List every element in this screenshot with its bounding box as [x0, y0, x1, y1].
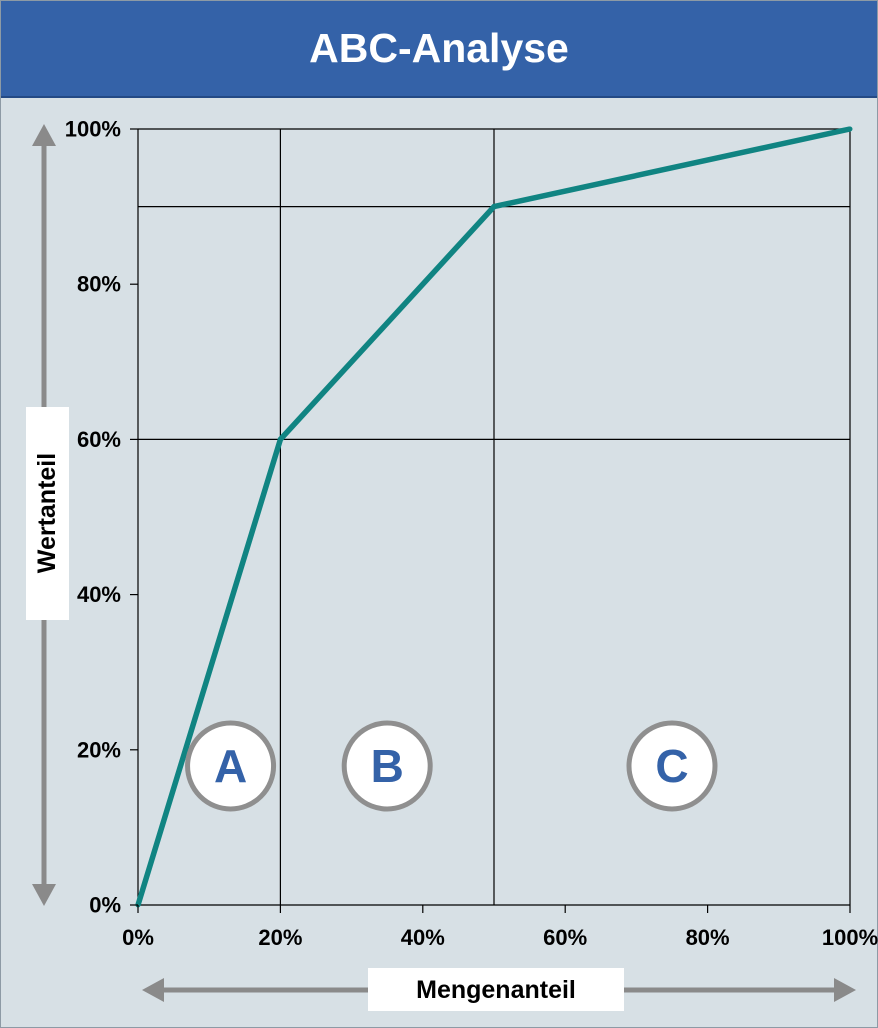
- x-tick-label: 80%: [686, 925, 730, 950]
- y-tick-label: 80%: [77, 272, 121, 297]
- y-axis-arrow-up-icon: [32, 124, 56, 146]
- y-tick-label: 0%: [89, 893, 121, 918]
- y-tick-label: 40%: [77, 582, 121, 607]
- y-tick-label: 20%: [77, 737, 121, 762]
- zone-b-marker: B: [341, 720, 433, 812]
- x-axis-title: Mengenanteil: [416, 976, 576, 1004]
- x-axis-title-box: [368, 968, 624, 1011]
- zone-circle: [341, 720, 433, 812]
- zone-a-marker: A: [185, 720, 277, 812]
- x-tick-label: 100%: [822, 925, 878, 950]
- y-tick-label: 60%: [77, 427, 121, 452]
- y-axis-title: Wertanteil: [33, 453, 61, 573]
- x-tick-label: 60%: [543, 925, 587, 950]
- data-point: [491, 204, 497, 210]
- x-tick-label: 0%: [122, 925, 154, 950]
- cumulative-value-line: [135, 126, 851, 906]
- x-axis-arrow-right-icon: [834, 978, 856, 1002]
- zone-label: A: [214, 740, 247, 792]
- y-tick-label: 100%: [65, 117, 121, 142]
- y-axis-arrow-down-icon: [32, 884, 56, 906]
- y-axis-title-box: [26, 407, 69, 620]
- zone-circle: [626, 720, 718, 812]
- zone-c-marker: C: [626, 720, 718, 812]
- x-axis-arrow-left-icon: [142, 978, 164, 1002]
- x-tick-label: 20%: [258, 925, 302, 950]
- data-point: [277, 436, 283, 442]
- data-point: [847, 126, 853, 132]
- chart-title: ABC-Analyse: [1, 1, 877, 98]
- zone-label: C: [655, 740, 688, 792]
- x-tick-label: 40%: [401, 925, 445, 950]
- zone-circle: [185, 720, 277, 812]
- zone-label: B: [371, 740, 404, 792]
